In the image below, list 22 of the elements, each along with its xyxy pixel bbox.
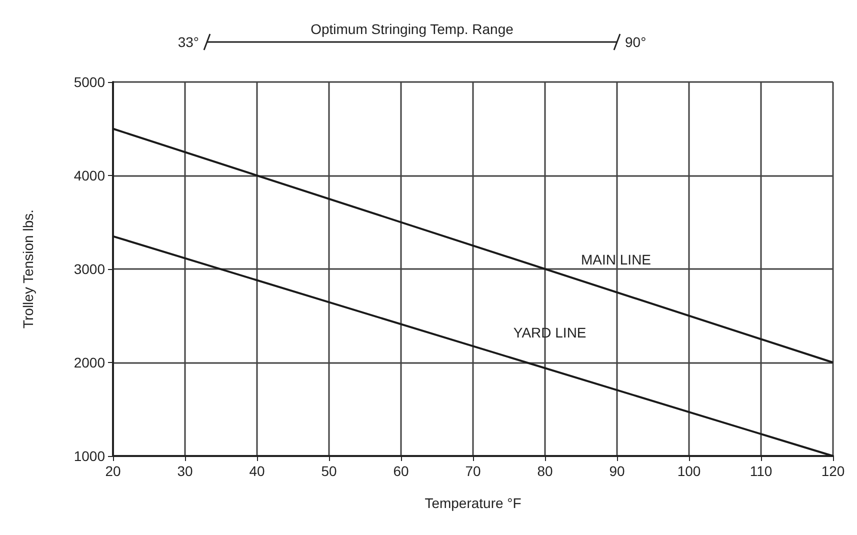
x-tick-label: 70 bbox=[465, 463, 481, 479]
x-tick-label: 60 bbox=[393, 463, 409, 479]
x-tick-label: 20 bbox=[105, 463, 121, 479]
x-tick-label: 100 bbox=[677, 463, 701, 479]
y-axis-title: Trolley Tension lbs. bbox=[20, 209, 36, 329]
y-tick-label: 5000 bbox=[74, 74, 106, 90]
y-tick-label: 3000 bbox=[74, 261, 106, 277]
x-tick-label: 110 bbox=[750, 463, 772, 479]
y-tick-label: 2000 bbox=[74, 354, 106, 370]
x-tick-label: 120 bbox=[821, 463, 845, 479]
text: 33° bbox=[178, 34, 199, 50]
x-tick-label: 30 bbox=[177, 463, 193, 479]
text: Optimum Stringing Temp. Range bbox=[310, 21, 514, 37]
x-tick-label: 40 bbox=[249, 463, 265, 479]
x-tick-label: 80 bbox=[537, 463, 553, 479]
x-axis-title: Temperature °F bbox=[424, 495, 522, 511]
y-tick-label: 1000 bbox=[74, 448, 106, 464]
x-tick-label: 90 bbox=[609, 463, 625, 479]
series-label: MAIN LINE bbox=[581, 252, 652, 268]
y-tick-label: 4000 bbox=[74, 168, 106, 184]
text: 90° bbox=[625, 34, 646, 50]
x-tick-label: 50 bbox=[321, 463, 337, 479]
